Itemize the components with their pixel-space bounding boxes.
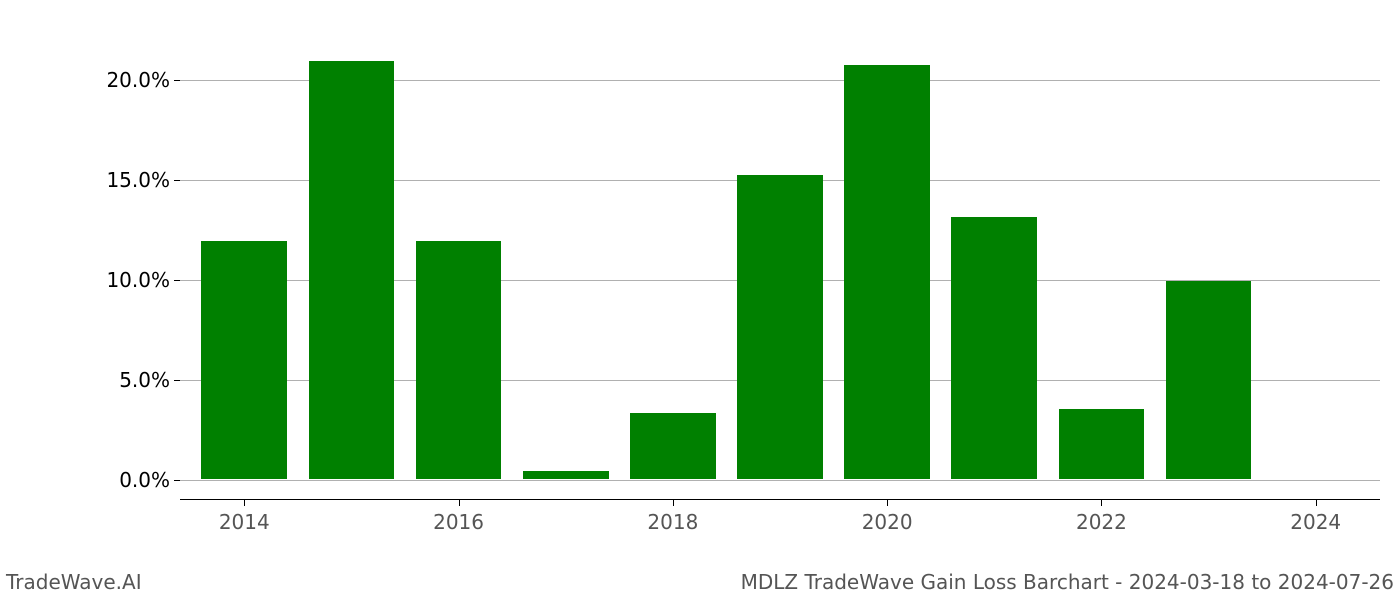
x-tick-mark [887,500,888,506]
bar [1059,409,1145,479]
gridline [180,480,1380,481]
x-tick-label: 2018 [647,510,698,534]
x-tick-mark [244,500,245,506]
y-tick-mark [174,480,180,481]
bar-chart: 0.0%5.0%10.0%15.0%20.0% 2014201620182020… [100,40,1380,540]
x-tick-label: 2024 [1290,510,1341,534]
bar [1166,281,1252,479]
bar [630,413,716,479]
x-tick-mark [1316,500,1317,506]
bar [523,471,609,479]
y-tick-label: 0.0% [100,468,170,492]
bar [309,61,395,479]
y-tick-mark [174,280,180,281]
x-tick-mark [1101,500,1102,506]
y-tick-label: 20.0% [100,68,170,92]
y-tick-mark [174,380,180,381]
x-tick-label: 2022 [1076,510,1127,534]
x-tick-mark [673,500,674,506]
bar [737,175,823,479]
y-tick-label: 5.0% [100,368,170,392]
y-tick-label: 10.0% [100,268,170,292]
x-tick-mark [459,500,460,506]
bar [201,241,287,479]
bar [416,241,502,479]
bar [951,217,1037,479]
plot-area: 0.0%5.0%10.0%15.0%20.0% [180,40,1380,500]
x-tick-label: 2016 [433,510,484,534]
x-tick-label: 2014 [219,510,270,534]
y-tick-label: 15.0% [100,168,170,192]
footer-caption: MDLZ TradeWave Gain Loss Barchart - 2024… [741,570,1394,594]
bar [844,65,930,479]
x-tick-label: 2020 [862,510,913,534]
y-tick-mark [174,80,180,81]
footer-brand: TradeWave.AI [6,570,142,594]
y-tick-mark [174,180,180,181]
